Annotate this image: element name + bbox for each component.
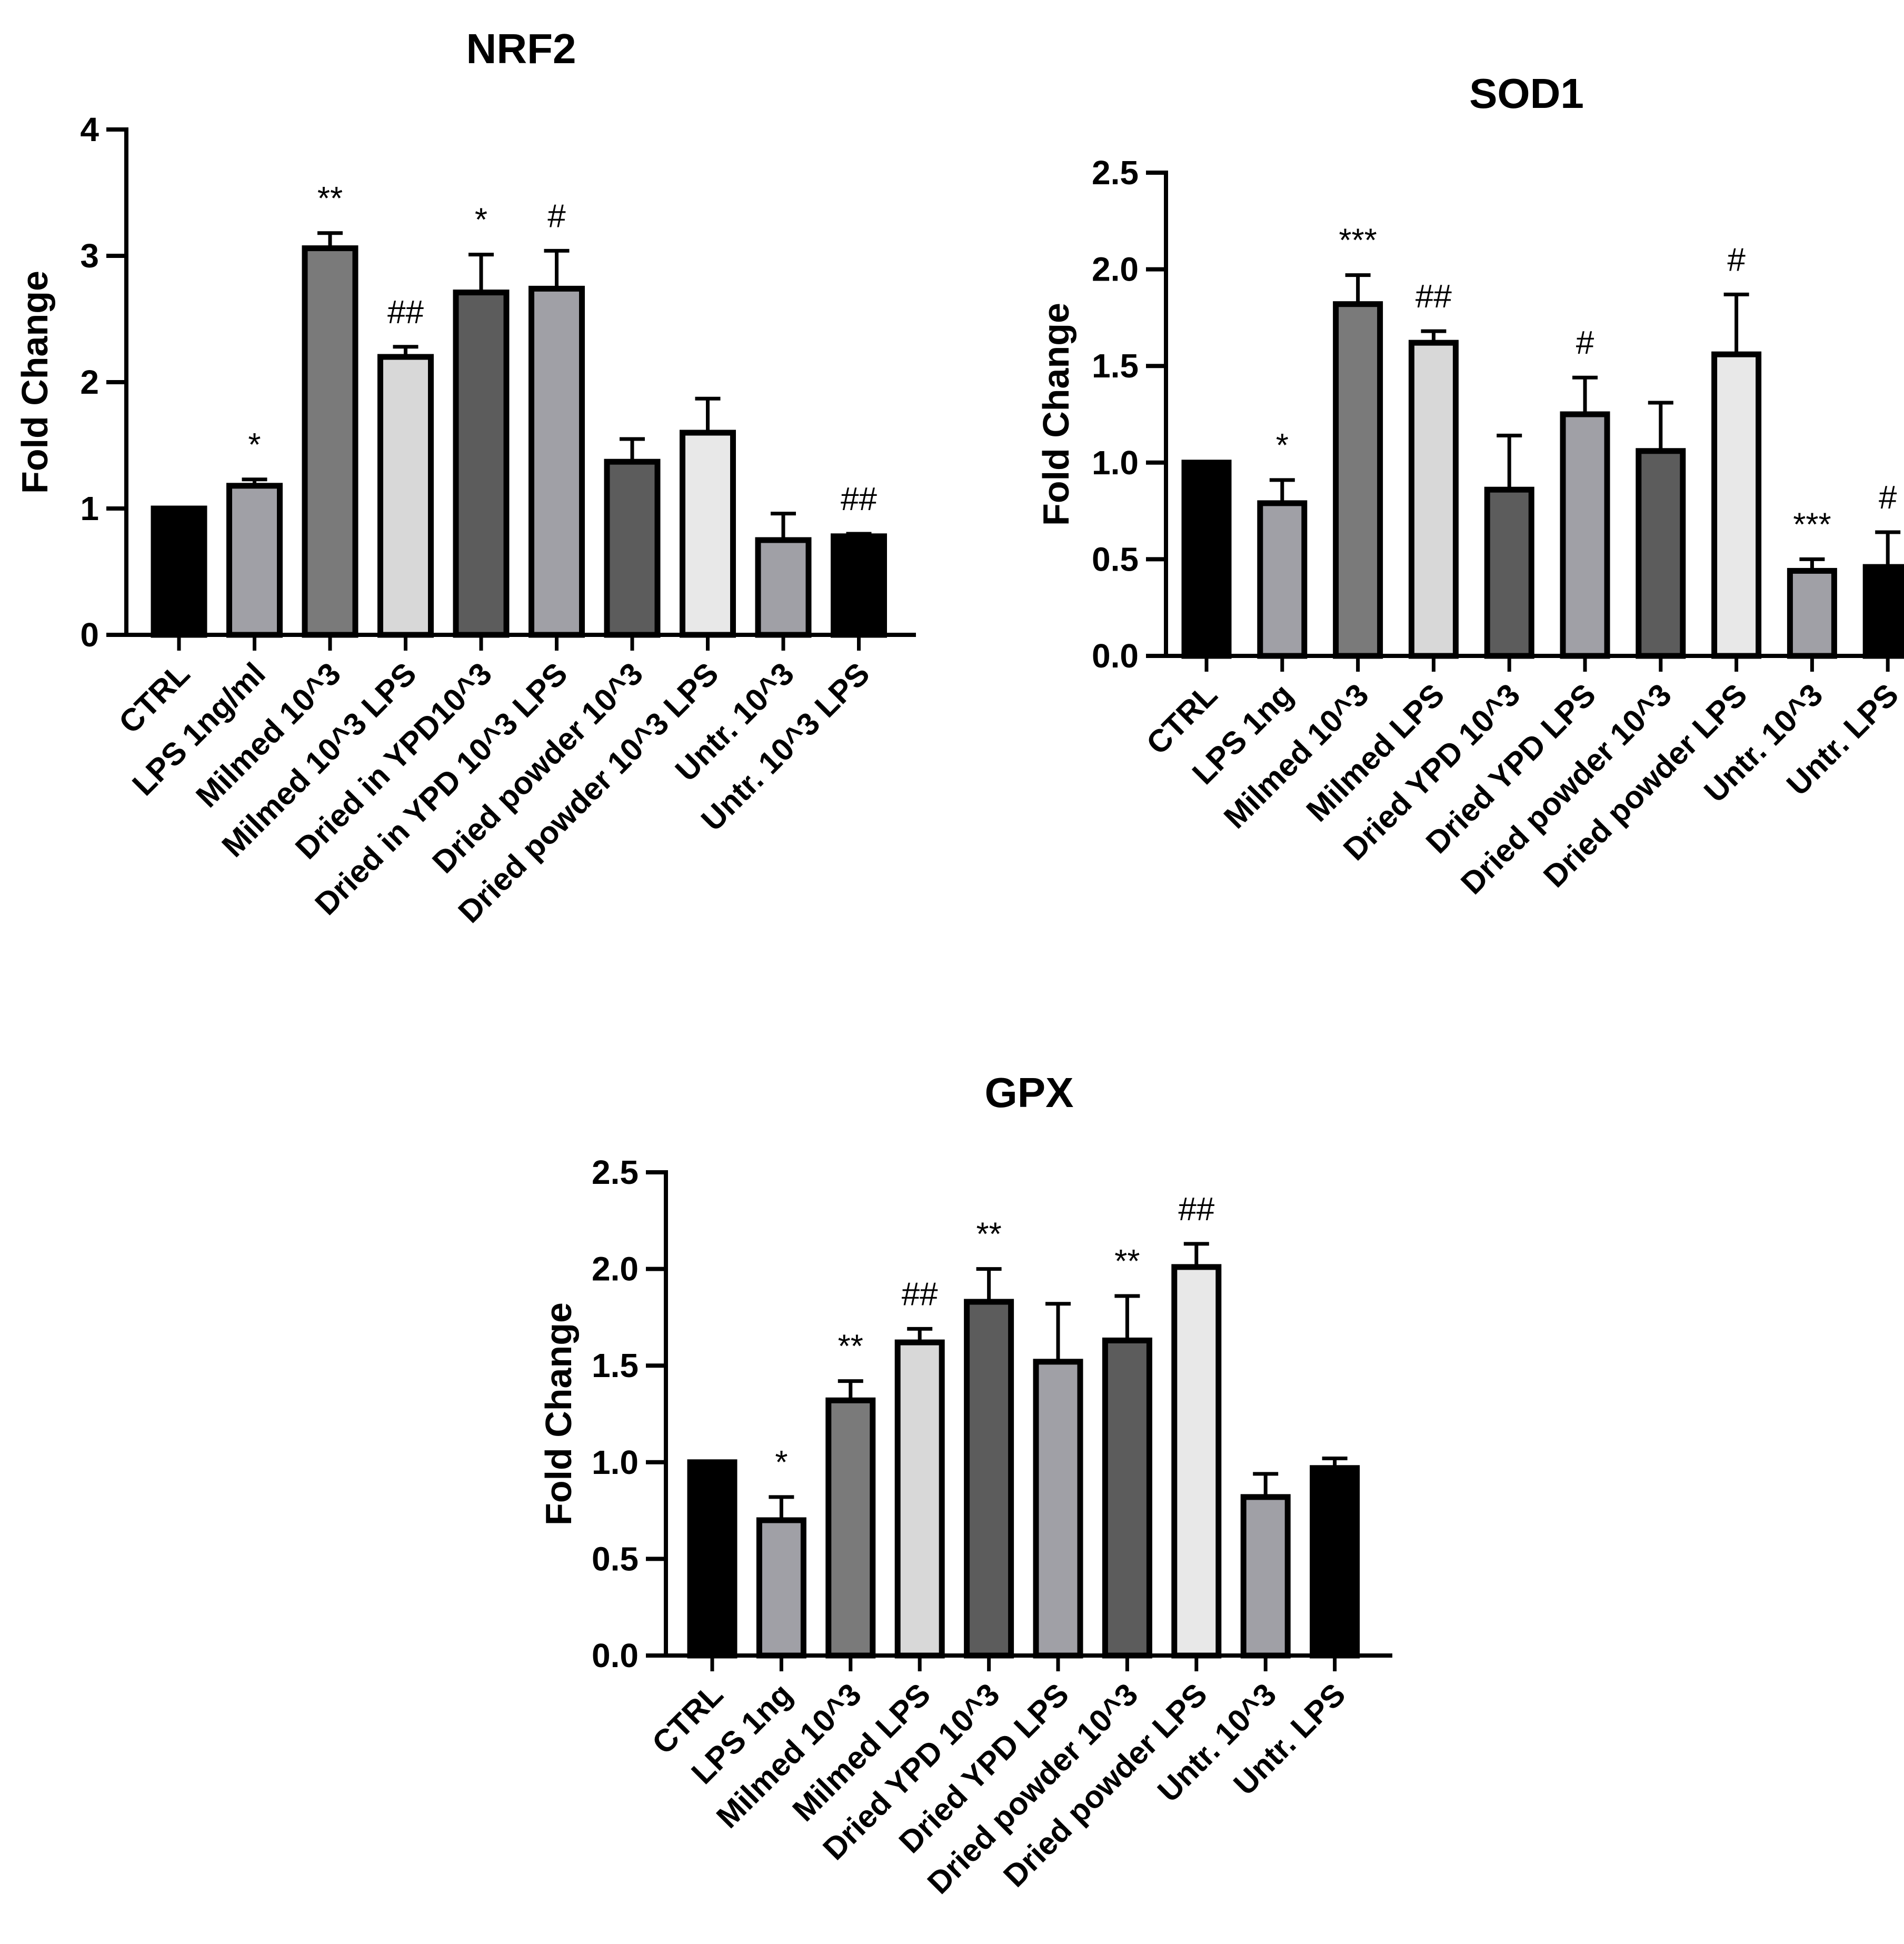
bar <box>1787 567 1837 659</box>
significance-label: ## <box>1178 1191 1214 1228</box>
bar <box>1408 340 1459 659</box>
significance-label: * <box>775 1444 787 1481</box>
bar <box>1560 411 1610 659</box>
y-tick-label: 0.5 <box>1092 540 1139 578</box>
bar <box>831 533 887 638</box>
y-tick-label: 1.0 <box>592 1443 639 1481</box>
y-tick-label: 0.5 <box>592 1540 639 1578</box>
bar <box>755 537 812 638</box>
y-tick-label: 0.0 <box>1092 637 1139 675</box>
significance-label: ## <box>1415 278 1452 315</box>
significance-label: *** <box>1339 223 1377 259</box>
bar <box>1033 1359 1083 1659</box>
significance-label: # <box>1576 325 1594 361</box>
significance-label: # <box>1879 480 1897 516</box>
y-axis-label: Fold Change <box>1035 303 1076 526</box>
bar <box>1484 486 1534 659</box>
bar <box>680 430 736 638</box>
bar <box>894 1339 945 1659</box>
bar <box>756 1517 806 1659</box>
significance-label: ** <box>976 1217 1001 1253</box>
bar <box>1102 1337 1152 1659</box>
significance-label: * <box>248 427 261 463</box>
bar <box>604 458 661 638</box>
significance-label: *** <box>1793 506 1831 543</box>
bar <box>1862 564 1904 659</box>
bar <box>825 1397 876 1659</box>
bar <box>1171 1264 1222 1659</box>
y-tick-label: 3 <box>80 237 99 275</box>
bar <box>151 505 207 638</box>
y-tick-label: 1 <box>80 490 99 527</box>
y-tick-label: 2 <box>80 363 99 401</box>
y-tick-label: 4 <box>80 111 99 148</box>
significance-label: * <box>1276 427 1289 464</box>
significance-label: ** <box>317 181 343 217</box>
y-tick-label: 2.0 <box>592 1250 639 1288</box>
bar <box>377 354 434 638</box>
significance-label: ## <box>902 1276 938 1312</box>
y-tick-label: 2.5 <box>592 1153 639 1191</box>
bar <box>964 1299 1014 1659</box>
y-tick-label: 0 <box>80 616 99 654</box>
significance-label: ## <box>841 481 877 517</box>
y-tick-label: 2.5 <box>1092 154 1139 192</box>
bar <box>226 483 283 638</box>
bar <box>1310 1465 1360 1659</box>
significance-label: # <box>547 198 566 234</box>
bar <box>1181 460 1232 659</box>
y-tick-label: 0.0 <box>592 1637 639 1674</box>
chart-title: GPX <box>985 1069 1074 1116</box>
chart-title: SOD1 <box>1469 70 1584 117</box>
y-tick-label: 1.5 <box>592 1347 639 1384</box>
bar <box>1636 448 1686 659</box>
significance-label: * <box>475 202 487 238</box>
y-axis-label: Fold Change <box>538 1302 579 1526</box>
bar <box>1711 351 1762 659</box>
significance-label: # <box>1727 242 1746 278</box>
y-tick-label: 1.5 <box>1092 347 1139 385</box>
bar <box>302 245 358 638</box>
chart-title: NRF2 <box>466 25 576 72</box>
y-axis-label: Fold Change <box>14 271 55 494</box>
significance-label: ## <box>387 294 424 331</box>
significance-label: ** <box>838 1329 863 1365</box>
y-tick-label: 2.0 <box>1092 251 1139 288</box>
bar <box>1257 500 1308 659</box>
bar <box>453 290 510 638</box>
bar <box>1240 1494 1291 1659</box>
bar <box>529 285 585 638</box>
y-tick-label: 1.0 <box>1092 444 1139 482</box>
bar <box>1333 301 1383 659</box>
significance-label: ** <box>1114 1243 1140 1280</box>
bar <box>687 1459 737 1659</box>
